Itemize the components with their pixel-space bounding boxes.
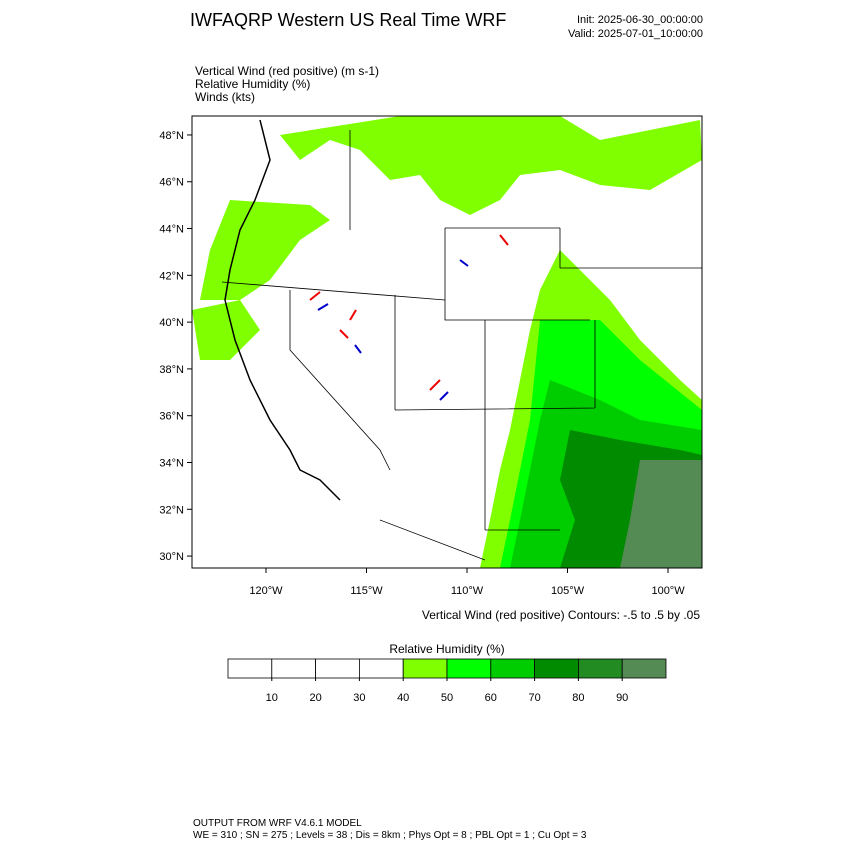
field-label: Relative Humidity (%)	[195, 77, 310, 91]
colorbar-box	[402, 658, 448, 679]
lon-tick-label: 105°W	[551, 585, 585, 597]
lat-tick-label: 34°N	[159, 457, 184, 469]
lat-tick-label: 46°N	[159, 177, 184, 189]
map-frame	[191, 115, 703, 569]
colorbar-box	[358, 658, 404, 679]
colorbar-box	[621, 658, 667, 679]
colorbar-box	[446, 658, 492, 679]
lat-tick-label: 48°N	[159, 130, 184, 142]
footer-line: WE = 310 ; SN = 275 ; Levels = 38 ; Dis …	[193, 830, 587, 841]
colorbar-box	[315, 658, 360, 679]
colorbar-label: 40	[397, 692, 409, 704]
colorbar: 10 20 30 40 50 60 70 80 90	[227, 658, 667, 704]
lat-tick-label: 40°N	[159, 317, 184, 329]
lat-tick-label: 30°N	[159, 551, 184, 563]
init-time: Init: 2025-06-30_00:00:00	[577, 14, 703, 26]
colorbar-label: 60	[485, 692, 497, 704]
colorbar-label: 80	[572, 692, 584, 704]
lat-tick-label: 32°N	[159, 504, 184, 516]
colorbar-label: 20	[309, 692, 321, 704]
map-axes: 48°N 46°N 44°N 42°N 40°N 38°N 36°N 34°N 32°N 30°N…	[159, 130, 685, 597]
lat-tick-label: 38°N	[159, 364, 184, 376]
colorbar-label: 10	[266, 692, 278, 704]
colorbar-title: Relative Humidity (%)	[389, 642, 504, 656]
contour-note: Vertical Wind (red positive) Contours: -…	[422, 608, 700, 622]
colorbar-box	[490, 658, 535, 679]
colorbar-box	[271, 658, 316, 679]
colorbar-box	[578, 658, 623, 679]
lon-tick-label: 120°W	[249, 585, 283, 597]
footer-line: OUTPUT FROM WRF V4.6.1 MODEL	[193, 818, 362, 829]
lon-tick-label: 100°W	[651, 585, 685, 597]
colorbar-label: 50	[441, 692, 453, 704]
colorbar-label: 30	[353, 692, 365, 704]
lon-tick-label: 115°W	[350, 585, 383, 597]
field-label: Winds (kts)	[195, 90, 255, 104]
lat-tick-label: 36°N	[159, 411, 184, 423]
title: IWFAQRP Western US Real Time WRF	[190, 10, 506, 30]
lat-tick-label: 42°N	[159, 270, 184, 282]
lat-tick-label: 44°N	[159, 224, 184, 236]
colorbar-label: 70	[528, 692, 540, 704]
map	[192, 116, 702, 568]
field-label: Vertical Wind (red positive) (m s-1)	[195, 64, 379, 78]
valid-time: Valid: 2025-07-01_10:00:00	[568, 28, 703, 40]
lon-tick-label: 110°W	[451, 585, 484, 597]
colorbar-label: 90	[616, 692, 628, 704]
colorbar-box	[534, 658, 579, 679]
colorbar-box	[227, 658, 273, 679]
